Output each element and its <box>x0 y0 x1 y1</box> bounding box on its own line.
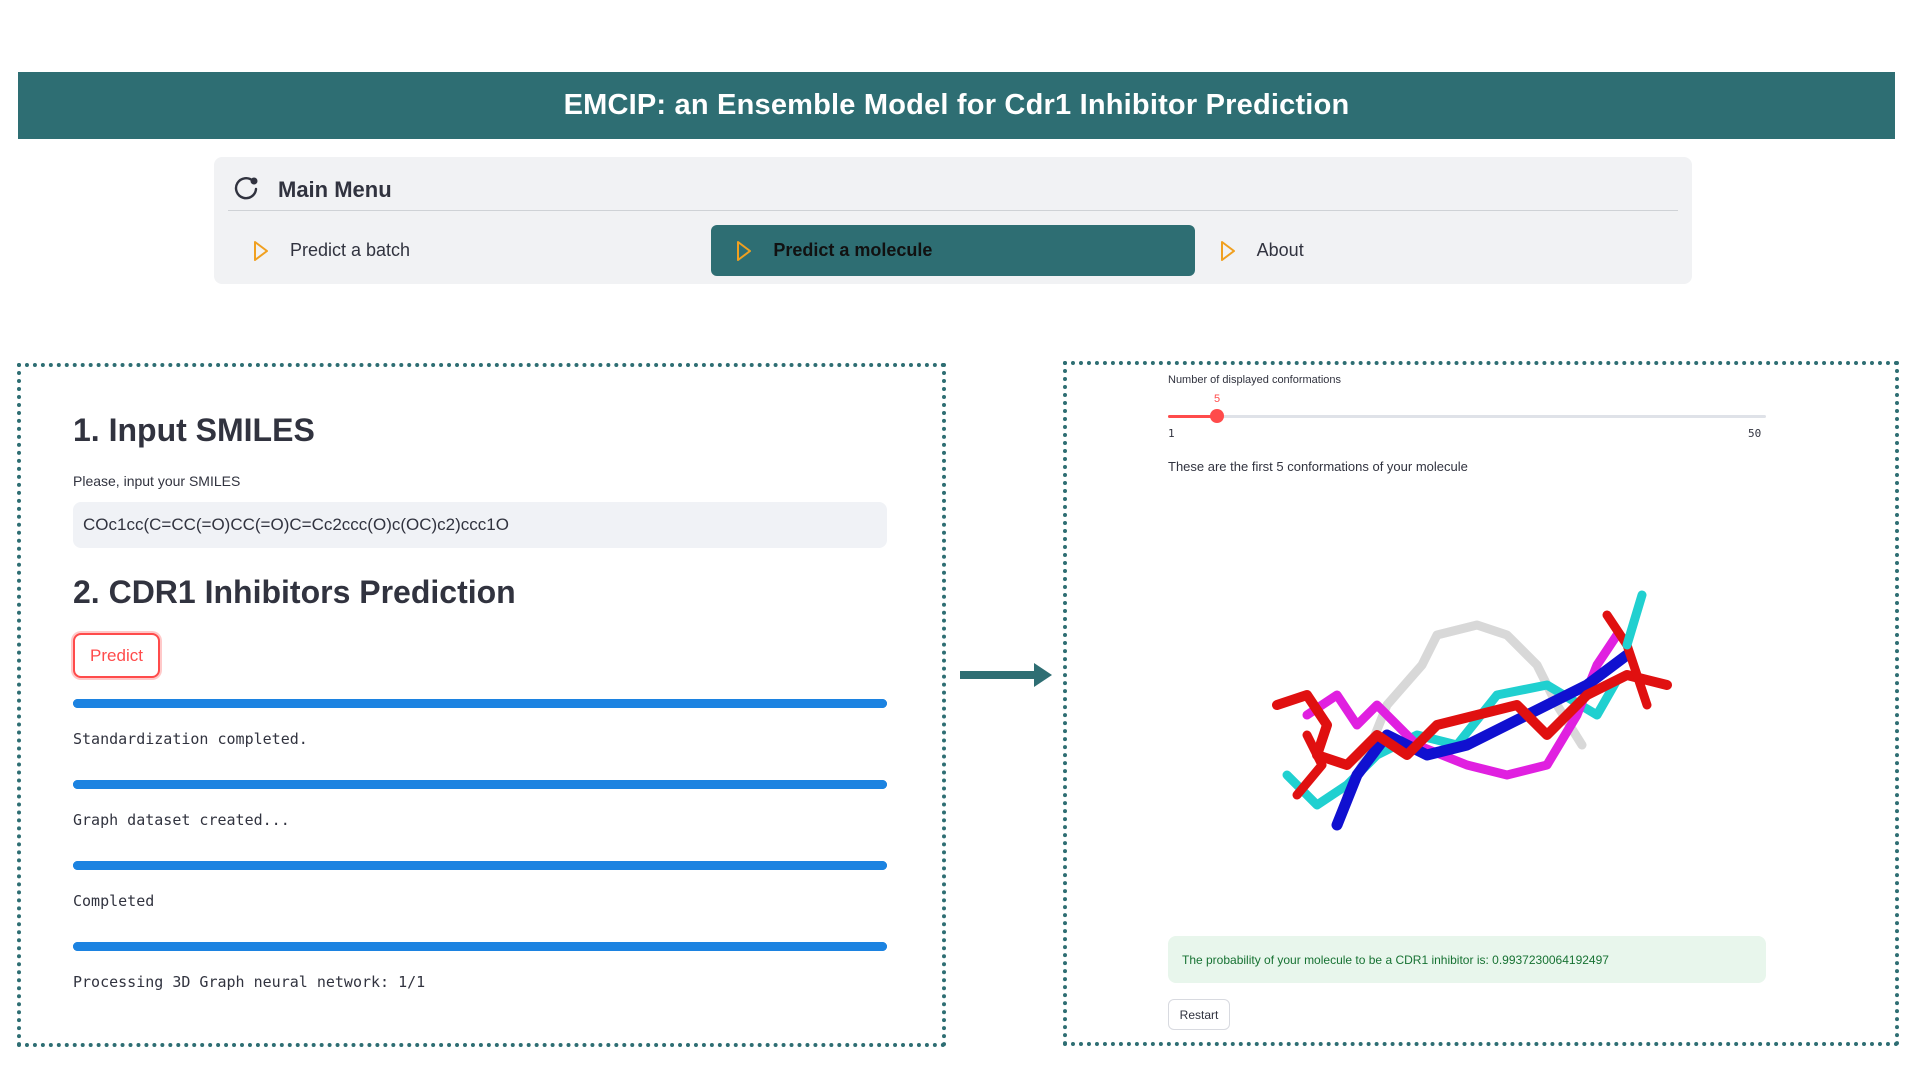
status-gnn: Processing 3D Graph neural network: 1/1 <box>73 973 426 991</box>
menu-item-predict-molecule[interactable]: Predict a molecule <box>711 225 1195 276</box>
conformer-cyan <box>1282 675 1622 810</box>
conformer-red <box>1272 670 1672 770</box>
menu-items: Predict a batch Predict a molecule About <box>228 225 1678 276</box>
input-smiles-heading: 1. Input SMILES <box>73 412 315 448</box>
menu-item-label: About <box>1256 240 1304 260</box>
progress-fill <box>73 699 887 708</box>
conformer-red-branch <box>1292 730 1327 800</box>
status-standardization: Standardization completed. <box>73 730 308 748</box>
progress-bar-gnn <box>73 942 887 951</box>
slider-fill <box>1168 415 1218 418</box>
molecule-3d-viewer[interactable] <box>1247 575 1697 835</box>
main-menu-title: Main Menu <box>278 176 392 202</box>
app-header: EMCIP: an Ensemble Model for Cdr1 Inhibi… <box>18 72 1895 139</box>
conformations-caption: These are the first 5 conformations of y… <box>1168 459 1468 474</box>
input-panel: 1. Input SMILES Please, input your SMILE… <box>17 363 946 1047</box>
result-panel: Number of displayed conformations 5 1 50… <box>1063 361 1899 1046</box>
menu-app-icon <box>234 176 258 199</box>
restart-button[interactable]: Restart <box>1168 999 1230 1030</box>
prediction-result: The probability of your molecule to be a… <box>1168 936 1766 983</box>
smiles-input[interactable]: COc1cc(C=CC(=O)CC(=O)C=Cc2ccc(O)c(OC)c2)… <box>73 502 887 548</box>
conformation-slider[interactable]: 5 <box>1168 393 1766 423</box>
slider-min-label: 1 <box>1168 427 1175 440</box>
progress-bar-completed <box>73 861 887 870</box>
main-menu: Main Menu Predict a batch Predict a mole… <box>214 157 1692 284</box>
status-graph-dataset: Graph dataset created... <box>73 811 290 829</box>
status-completed: Completed <box>73 892 155 910</box>
menu-item-label: Predict a batch <box>290 240 411 260</box>
conformation-slider-label: Number of displayed conformations <box>1168 374 1342 386</box>
progress-fill <box>73 780 887 789</box>
progress-bar-graph-dataset <box>73 780 887 789</box>
prediction-heading: 2. CDR1 Inhibitors Prediction <box>73 574 516 610</box>
progress-fill <box>73 942 887 951</box>
play-triangle-icon <box>1220 240 1235 261</box>
flow-arrow-icon <box>960 663 1052 687</box>
slider-max-label: 50 <box>1748 427 1762 440</box>
conformer-cyan-branch <box>1622 590 1647 650</box>
slider-value: 5 <box>1213 393 1221 405</box>
slider-thumb[interactable] <box>1210 409 1225 423</box>
play-triangle-icon <box>254 240 268 261</box>
conformer-blue <box>1331 649 1633 831</box>
menu-item-about[interactable]: About <box>1195 225 1678 276</box>
app-title: EMCIP: an Ensemble Model for Cdr1 Inhibi… <box>563 89 1350 121</box>
predict-button[interactable]: Predict <box>73 633 160 678</box>
menu-item-predict-batch[interactable]: Predict a batch <box>228 225 711 276</box>
main-menu-header: Main Menu <box>228 169 1678 211</box>
menu-item-label: Predict a molecule <box>773 240 933 260</box>
progress-fill <box>73 861 887 870</box>
smiles-field-label: Please, input your SMILES <box>73 473 241 489</box>
progress-bar-standardization <box>73 699 887 708</box>
play-triangle-icon <box>737 240 752 261</box>
